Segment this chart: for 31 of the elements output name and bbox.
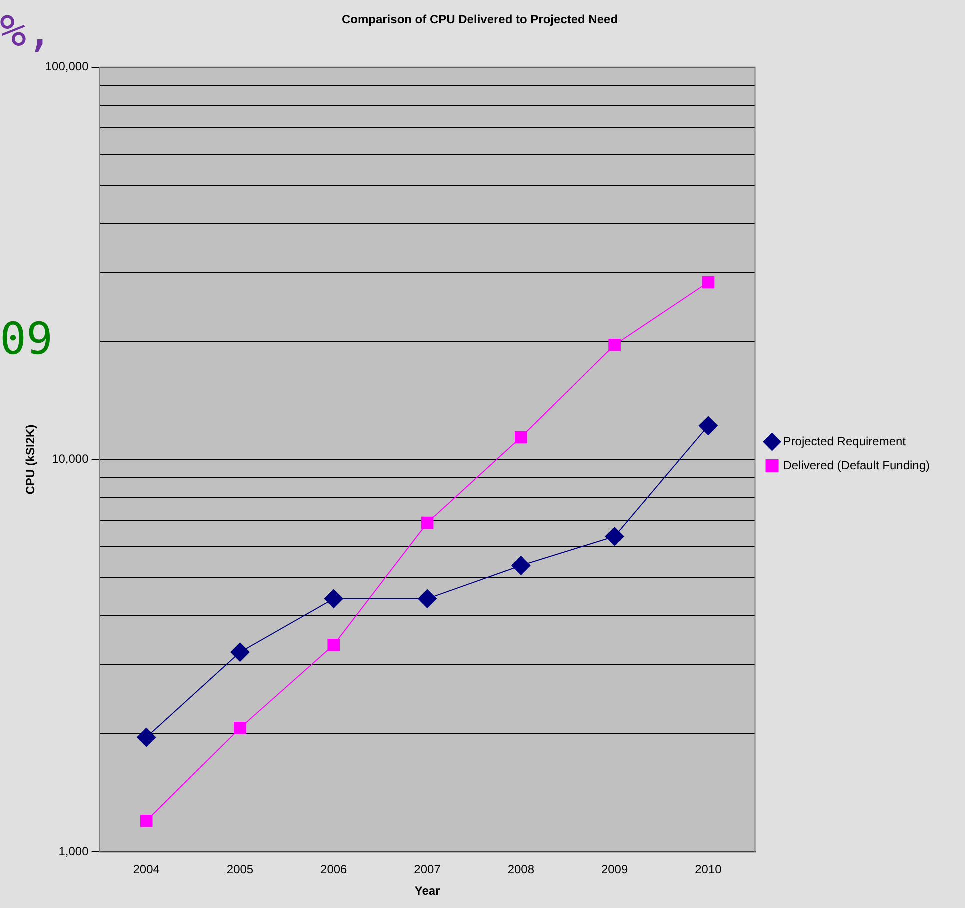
point <box>702 276 715 289</box>
point <box>608 338 621 352</box>
y-tick-label: 100,000 <box>45 60 90 74</box>
x-tick-label: 2006 <box>320 862 348 877</box>
legend-label: Delivered (Default Funding) <box>783 458 930 472</box>
x-tick-label: 2008 <box>508 862 535 877</box>
point <box>234 722 246 734</box>
x-axis-title: Year <box>414 884 441 898</box>
point <box>140 814 153 828</box>
point <box>421 516 434 530</box>
x-tick-label: 2005 <box>226 862 254 877</box>
point <box>418 589 438 608</box>
legend-label: Projected Requirement <box>783 434 907 448</box>
y-tick-label: 1,000 <box>58 844 90 859</box>
point <box>515 431 528 444</box>
x-tick-label: 2007 <box>414 862 442 877</box>
point <box>328 639 340 652</box>
x-tick-label: 2010 <box>695 862 722 877</box>
point <box>512 556 531 576</box>
y-tick-label: 10,000 <box>52 452 90 466</box>
point <box>698 416 718 436</box>
point <box>605 527 624 546</box>
x-tick-label: 2004 <box>133 862 160 877</box>
x-tick-label: 2009 <box>601 862 628 877</box>
chart-title: Comparison of CPU Delivered to Projected Need <box>342 12 618 27</box>
point <box>324 589 344 608</box>
point <box>230 642 250 662</box>
y-axis-title: CPU (kSI2K) <box>24 424 38 495</box>
text: 09 <box>0 314 53 365</box>
text: %, <box>0 6 53 57</box>
point <box>137 728 156 748</box>
